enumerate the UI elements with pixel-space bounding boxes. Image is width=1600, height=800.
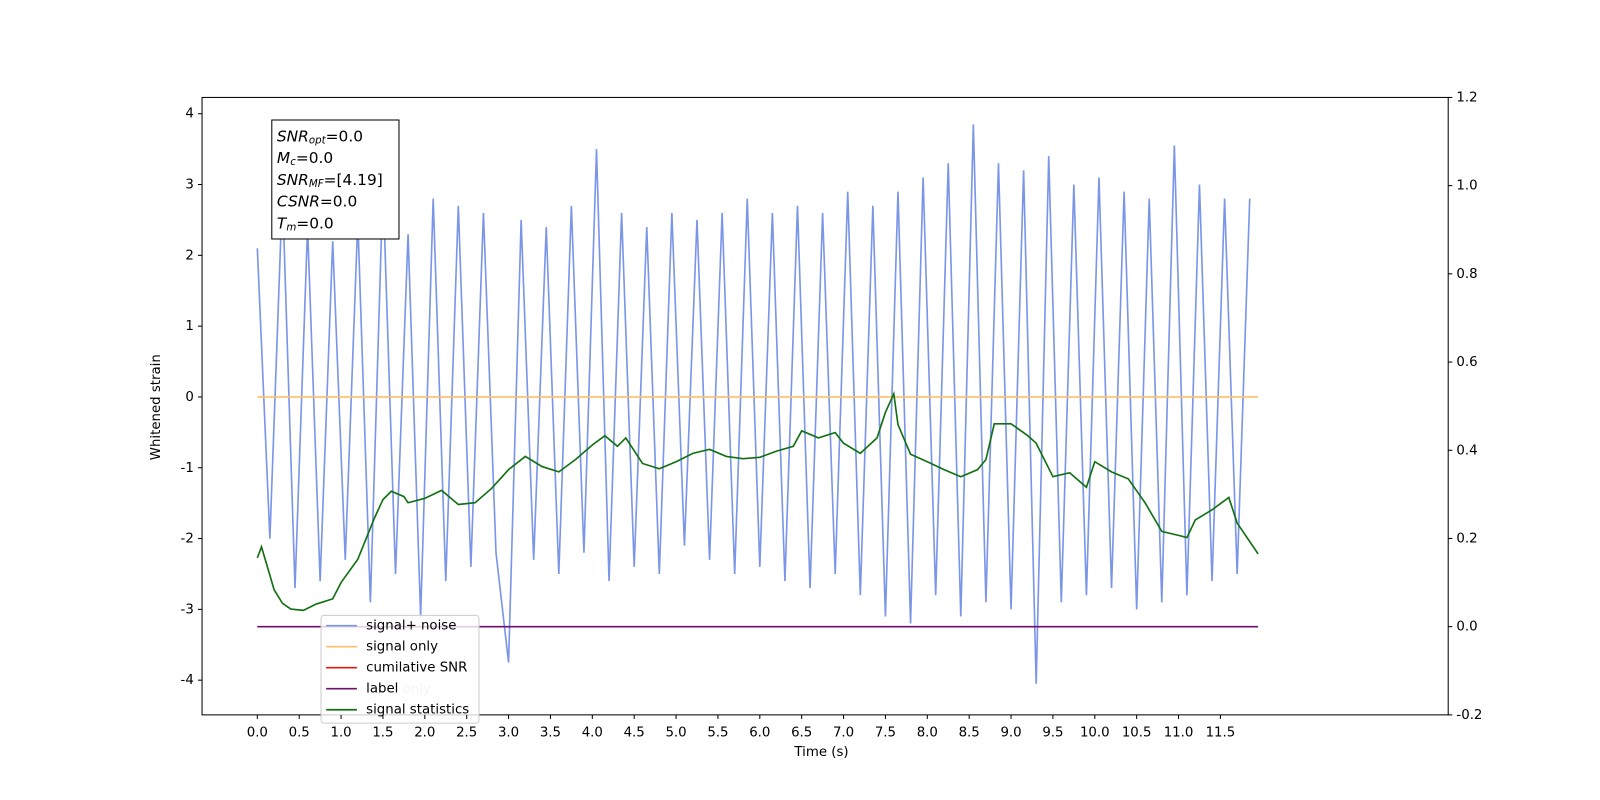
- series-layer: [256, 124, 1259, 684]
- y2-tick-label: 1.0: [1456, 179, 1477, 194]
- info-line: SNRopt=0.0: [277, 127, 363, 147]
- info-text: =[4.19]: [324, 170, 383, 188]
- x-tick-label: 3.5: [540, 725, 561, 740]
- y-tick-label: -2: [181, 532, 194, 547]
- info-symbol: T: [277, 214, 288, 232]
- legend-frame: [320, 614, 480, 724]
- x-tick-label: 7.5: [875, 725, 896, 740]
- y-tick-label: 2: [185, 248, 193, 263]
- y-tick-label: -3: [181, 602, 194, 617]
- x-tick-label: 8.0: [917, 725, 938, 740]
- info-line: CSNR=0.0: [277, 192, 357, 210]
- x-tick-label: 3.0: [498, 725, 519, 740]
- x-tick-label: 4.5: [624, 725, 645, 740]
- y-tick-label: 1: [185, 319, 193, 334]
- info-text: =0.0: [296, 214, 333, 232]
- x-tick-label: 0.5: [289, 725, 310, 740]
- x-tick-label: 6.0: [749, 725, 770, 740]
- y2-tick-label: 0.6: [1456, 355, 1477, 370]
- info-subscript: c: [290, 156, 296, 168]
- x-tick-label: 11.5: [1206, 725, 1236, 740]
- info-subscript: opt: [309, 135, 327, 147]
- info-symbol: SNR: [277, 127, 309, 145]
- x-tick-label: 2.0: [414, 725, 435, 740]
- x-tick-label: 9.5: [1042, 725, 1063, 740]
- x-tick-label: 4.0: [582, 725, 603, 740]
- info-symbol: CSNR: [277, 192, 320, 210]
- series-line: [256, 390, 1259, 612]
- legend-label: cumilative SNR: [366, 661, 467, 676]
- y-tick-label: -1: [181, 461, 194, 476]
- x-tick-label: 1.5: [372, 725, 393, 740]
- y-tick-label: 4: [185, 107, 193, 122]
- x-tick-label: 7.0: [833, 725, 854, 740]
- y-tick-label: -4: [181, 673, 194, 688]
- x-tick-label: 5.5: [707, 725, 728, 740]
- x-axis-label: Time (s): [793, 745, 848, 760]
- y2-tick-label: -0.2: [1456, 708, 1482, 723]
- y2-tick-label: 0.4: [1456, 443, 1477, 458]
- x-tick-label: 11.0: [1164, 725, 1194, 740]
- y2-tick-label: 0.0: [1456, 620, 1477, 635]
- series-line: [256, 124, 1251, 684]
- info-line: SNRMF=[4.19]: [277, 170, 383, 190]
- info-subscript: MF: [309, 178, 325, 190]
- info-text: =0.0: [320, 192, 357, 210]
- plot-frame: [201, 96, 1449, 716]
- x-tick-label: 9.0: [1000, 725, 1021, 740]
- info-symbol: M: [277, 149, 290, 167]
- x-tick-label: 0.0: [247, 725, 268, 740]
- x-tick-label: 5.0: [665, 725, 686, 740]
- info-line: Mc=0.0: [277, 149, 333, 169]
- x-tick-label: 10.0: [1080, 725, 1110, 740]
- info-subscript: m: [286, 221, 296, 233]
- info-box: SNRopt=0.0Mc=0.0SNRMF=[4.19]CSNR=0.0Tm=0…: [271, 119, 400, 240]
- x-tick-label: 2.5: [456, 725, 477, 740]
- legend-label: signal statistics: [366, 703, 469, 718]
- legend-label: signal+ noise: [366, 619, 456, 634]
- y2-tick-label: 1.2: [1456, 90, 1477, 105]
- info-line: Tm=0.0: [277, 214, 334, 234]
- legend-label: signal only: [366, 640, 438, 655]
- legend-label: label: [366, 682, 398, 697]
- info-box-frame: [271, 119, 400, 240]
- y-tick-label: 0: [185, 390, 193, 405]
- x-tick-label: 1.0: [330, 725, 351, 740]
- x-tick-label: 6.5: [791, 725, 812, 740]
- info-text: =0.0: [326, 127, 363, 145]
- x-tick-label: 8.5: [959, 725, 980, 740]
- y-axis-label: Whitened strain: [149, 354, 164, 460]
- y-tick-label: 3: [185, 178, 193, 193]
- info-text: =0.0: [296, 149, 333, 167]
- x-tick-label: 10.5: [1122, 725, 1152, 740]
- y2-tick-label: 0.2: [1456, 531, 1477, 546]
- y2-tick-label: 0.8: [1456, 267, 1477, 282]
- info-symbol: SNR: [277, 170, 309, 188]
